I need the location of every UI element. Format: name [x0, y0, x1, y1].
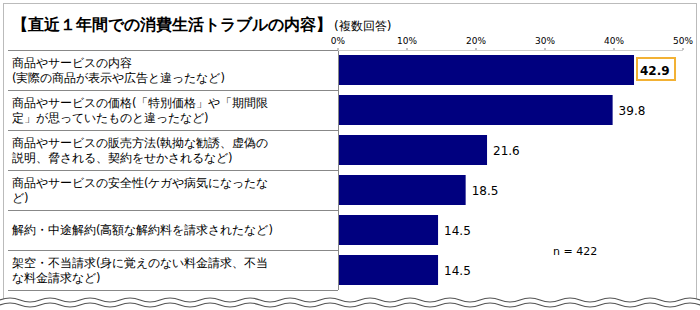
- data-label: 39.8: [619, 104, 646, 118]
- category-label: 商品やサービスの販売方法(執拗な勧誘、虚偽の説明、脅される、契約をせかされるなど…: [12, 136, 269, 165]
- wave-cut: [0, 298, 700, 310]
- x-tick-mark: [338, 48, 339, 50]
- subtitle: (複数回答): [334, 19, 391, 33]
- outer-frame: [4, 4, 697, 307]
- bar: [338, 255, 438, 285]
- data-label: 14.5: [444, 264, 471, 278]
- data-label: 18.5: [472, 184, 499, 198]
- y-axis-line: [338, 50, 339, 290]
- wave-line: [0, 303, 700, 307]
- annotation: n = 422: [553, 245, 597, 258]
- row-border: [8, 130, 338, 131]
- x-tick-mark: [407, 48, 408, 50]
- row-border: [8, 210, 338, 211]
- x-tick-label: 30%: [535, 36, 555, 46]
- bar: [338, 135, 487, 165]
- row-border: [8, 90, 338, 91]
- bar: [338, 55, 634, 85]
- bar: [338, 175, 466, 205]
- row-border: [8, 290, 338, 291]
- data-label: 21.6: [493, 144, 520, 158]
- x-ticks: 0% 10% 20% 30% 40% 50%: [331, 36, 694, 50]
- x-tick-label: 40%: [604, 36, 624, 46]
- category-label: 架空・不当請求(身に覚えのない料金請求、不当な料金請求など): [12, 256, 269, 285]
- category-label: 解約・中途解約(高額な解約料を請求されたなど): [12, 223, 273, 237]
- category-labels: 商品やサービスの内容(実際の商品が表示や広告と違ったなど) 商品やサービスの価格(…: [8, 51, 338, 291]
- bar: [338, 215, 438, 245]
- bar: [338, 95, 613, 125]
- row-border: [8, 250, 338, 251]
- x-tick-label: 50%: [673, 36, 693, 46]
- x-tick-mark: [545, 48, 546, 50]
- x-axis-line: [338, 50, 683, 51]
- category-label: 商品やサービスの安全性(ケガや病気になったなど): [12, 176, 269, 205]
- row-border: [8, 170, 338, 171]
- row-border: [8, 50, 338, 51]
- data-labels: 42.9 39.8 21.6 18.5 14.5 14.5: [444, 58, 675, 278]
- x-tick-label: 0%: [331, 36, 346, 46]
- bars: [338, 55, 634, 285]
- x-tick-mark: [614, 48, 615, 50]
- chart-svg: 【直近１年間での消費生活トラブルの内容】(複数回答) 0% 10% 20% 30% 40%…: [0, 0, 700, 310]
- category-label: 商品やサービスの価格(「特別価格」や「期間限定」が思っていたものと違ったなど): [12, 96, 269, 125]
- x-tick-label: 20%: [466, 36, 486, 46]
- data-label: 42.9: [640, 64, 670, 78]
- wave-line: [0, 298, 700, 302]
- x-tick-mark: [476, 48, 477, 50]
- x-tick-label: 10%: [397, 36, 417, 46]
- x-tick-mark: [683, 48, 684, 50]
- category-label: 商品やサービスの内容(実際の商品が表示や広告と違ったなど): [12, 56, 225, 85]
- highlight-box: [637, 58, 675, 80]
- title: 【直近１年間での消費生活トラブルの内容】: [12, 15, 332, 34]
- data-label: 14.5: [444, 224, 471, 238]
